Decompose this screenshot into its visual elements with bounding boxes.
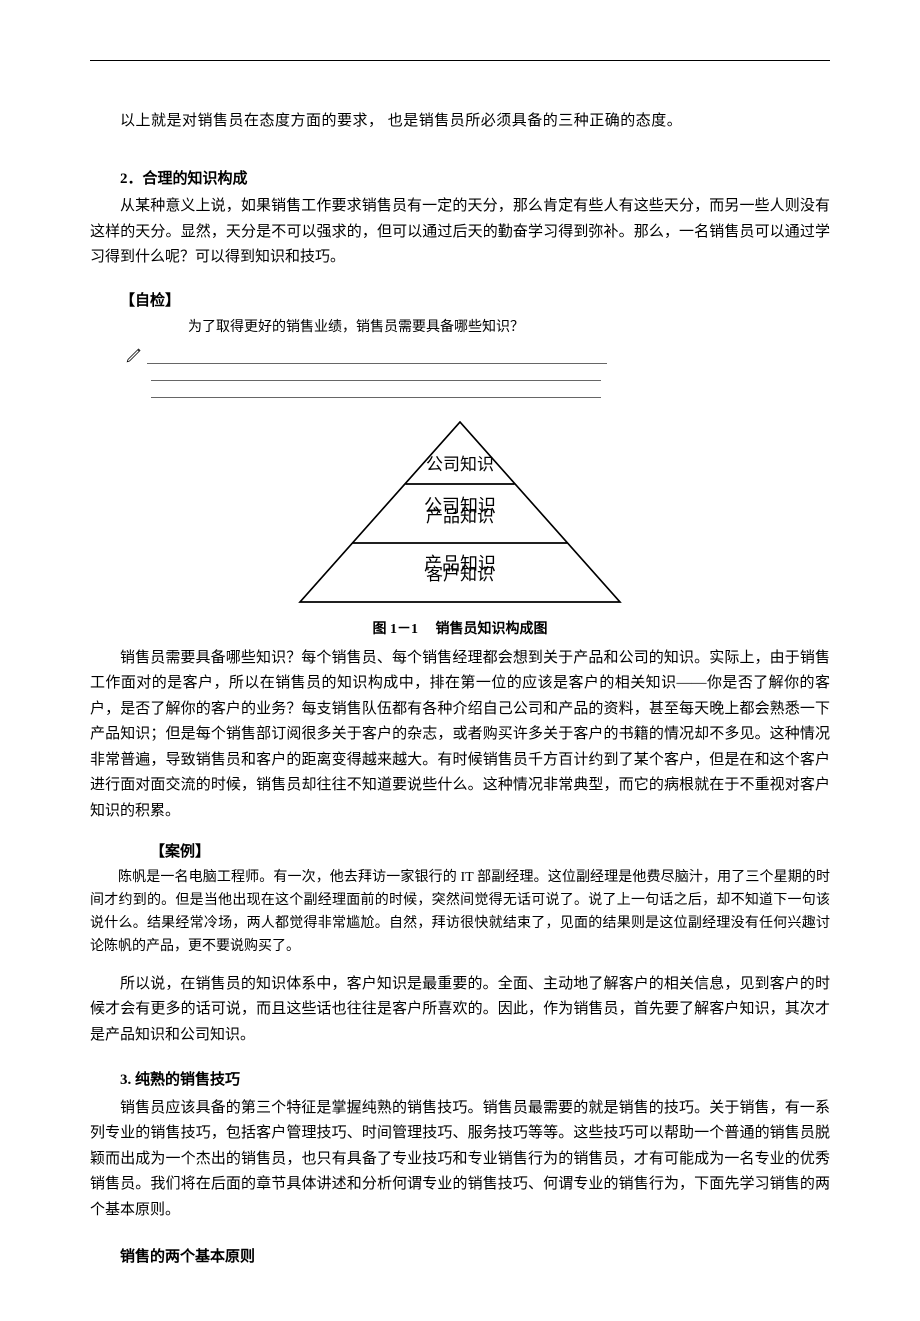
pencil-icon [125, 346, 143, 364]
section-2-title: 2．合理的知识构成 [90, 167, 830, 193]
write-line-1 [90, 346, 830, 364]
section-3-body: 销售员应该具备的第三个特征是掌握纯熟的销售技巧。销售员最需要的就是销售的技巧。关… [90, 1096, 830, 1224]
selfcheck-label: 【自检】 [90, 289, 830, 315]
write-line-2 [90, 366, 830, 381]
write-line-3 [90, 383, 830, 398]
case-label: 【案例】 [90, 840, 830, 866]
document-page: 以上就是对销售员在态度方面的要求， 也是销售员所必须具备的三种正确的态度。 2．… [0, 0, 920, 1321]
top-horizontal-rule [90, 60, 830, 61]
case-body: 陈帆是一名电脑工程师。有一次，他去拜访一家银行的 IT 部副经理。这位副经理是他… [90, 866, 830, 958]
section-2-body: 从某种意义上说，如果销售工作要求销售员有一定的天分，那么肯定有些人有这些天分，而… [90, 194, 830, 271]
pyramid-layer-1: 公司知识 [426, 455, 494, 474]
principles-title: 销售的两个基本原则 [90, 1245, 830, 1271]
knowledge-conclusion: 所以说，在销售员的知识体系中，客户知识是最重要的。全面、主动地了解客户的相关信息… [90, 972, 830, 1049]
blank-line [147, 349, 607, 364]
selfcheck-question: 为了取得更好的销售业绩，销售员需要具备哪些知识？ [188, 316, 830, 340]
pyramid-overlay: 公司知识 产品知识 客户知识 [90, 412, 830, 612]
pyramid-layer-2: 产品知识 [426, 507, 494, 526]
pyramid-caption: 图 1－1 销售员知识构成图 [90, 618, 830, 642]
knowledge-paragraph: 销售员需要具备哪些知识？每个销售员、每个销售经理都会想到关于产品和公司的知识。实… [90, 646, 830, 825]
section-3-title: 3. 纯熟的销售技巧 [90, 1068, 830, 1094]
pyramid-layer-3: 客户知识 [426, 565, 494, 584]
intro-paragraph: 以上就是对销售员在态度方面的要求， 也是销售员所必须具备的三种正确的态度。 [90, 109, 830, 135]
